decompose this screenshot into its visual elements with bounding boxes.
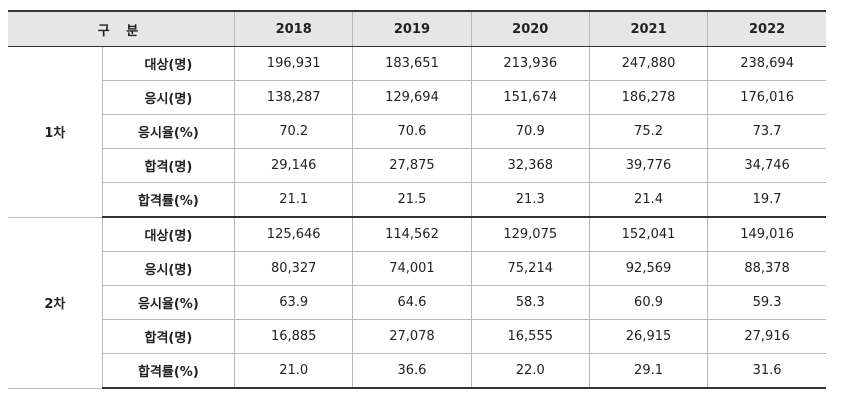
table-cell: 21.1 [234, 182, 354, 218]
table-cell: 176,016 [707, 80, 826, 115]
table-cell: 88,378 [707, 251, 826, 286]
header-year: 2019 [352, 10, 472, 47]
table-cell: 31.6 [707, 353, 826, 389]
row-label: 대상(명) [101, 216, 236, 252]
row-label: 응시율(%) [102, 114, 236, 149]
row-label: 응시(명) [102, 251, 236, 286]
table-cell: 70.9 [470, 114, 590, 149]
header-year: 2018 [234, 10, 354, 47]
row-label: 합격률(%) [102, 182, 236, 218]
table-cell: 29,146 [234, 148, 354, 183]
table-cell: 21.4 [588, 182, 709, 218]
row-label: 합격(명) [102, 319, 236, 354]
table-cell: 26,915 [588, 319, 709, 354]
statistics-table: 구 분 2018 2019 2020 2021 2022 1차 대상(명) 196,… [8, 10, 826, 389]
table-cell: 183,651 [352, 46, 472, 81]
row-label: 대상(명) [101, 46, 236, 81]
table-cell: 186,278 [588, 80, 709, 115]
table-cell: 114,562 [352, 216, 472, 252]
table-cell: 238,694 [707, 46, 826, 81]
row-label: 응시율(%) [102, 285, 236, 320]
header-row: 구 분 2018 2019 2020 2021 2022 [8, 10, 826, 47]
table-cell: 129,694 [352, 80, 472, 115]
table-cell: 32,368 [470, 148, 590, 183]
table-cell: 149,016 [707, 216, 826, 252]
header-category: 구 분 [8, 10, 236, 47]
section-label: 1차 [8, 46, 103, 218]
table-cell: 80,327 [234, 251, 354, 286]
section-round-2: 2차 대상(명) 125,646 114,562 129,075 152,041 149,0… [8, 216, 826, 389]
header-year: 2022 [707, 10, 826, 47]
table-cell: 27,916 [707, 319, 826, 354]
table-cell: 16,555 [470, 319, 590, 354]
table-cell: 129,075 [470, 216, 590, 252]
table-cell: 16,885 [234, 319, 354, 354]
table-cell: 27,875 [352, 148, 472, 183]
table-cell: 73.7 [707, 114, 826, 149]
table-cell: 34,746 [707, 148, 826, 183]
row-label: 응시(명) [102, 80, 236, 115]
table-cell: 27,078 [352, 319, 472, 354]
table-cell: 59.3 [707, 285, 826, 320]
table-header: 구 분 2018 2019 2020 2021 2022 [8, 10, 826, 47]
table-cell: 75.2 [588, 114, 709, 149]
table-cell: 63.9 [234, 285, 354, 320]
table-cell: 22.0 [470, 353, 590, 389]
table-row: 합격률(%) 21.0 36.6 22.0 29.1 31.6 [8, 353, 826, 389]
table-cell: 21.3 [470, 182, 590, 218]
section-round-1: 1차 대상(명) 196,931 183,651 213,936 247,880 238,6… [8, 46, 826, 218]
table-cell: 39,776 [588, 148, 709, 183]
table-row: 2차 대상(명) 125,646 114,562 129,075 152,041 149,0… [8, 216, 826, 389]
table-row: 합격(명) 29,146 27,875 32,368 39,776 34,746 [8, 148, 826, 183]
table-cell: 29.1 [588, 353, 709, 389]
table-cell: 247,880 [588, 46, 709, 81]
table-cell: 70.6 [352, 114, 472, 149]
table-row: 응시율(%) 63.9 64.6 58.3 60.9 59.3 [8, 285, 826, 320]
table-cell: 75,214 [470, 251, 590, 286]
table-cell: 74,001 [352, 251, 472, 286]
table-row: 1차 대상(명) 196,931 183,651 213,936 247,880 238,6… [8, 46, 826, 218]
section-label: 2차 [8, 216, 103, 389]
row-label: 합격률(%) [102, 353, 236, 389]
table-cell: 151,674 [470, 80, 590, 115]
table-row: 응시(명) 138,287 129,694 151,674 186,278 176,016 [8, 80, 826, 115]
header-year: 2021 [588, 10, 709, 47]
table-cell: 36.6 [352, 353, 472, 389]
table-cell: 70.2 [234, 114, 354, 149]
table-row: 응시(명) 80,327 74,001 75,214 92,569 88,378 [8, 251, 826, 286]
table-cell: 196,931 [234, 46, 354, 81]
table-cell: 213,936 [470, 46, 590, 81]
table-cell: 125,646 [234, 216, 354, 252]
table-row: 합격률(%) 21.1 21.5 21.3 21.4 19.7 [8, 182, 826, 218]
table-cell: 58.3 [470, 285, 590, 320]
table-cell: 152,041 [588, 216, 709, 252]
header-year: 2020 [470, 10, 590, 47]
table-cell: 138,287 [234, 80, 354, 115]
table-cell: 60.9 [588, 285, 709, 320]
table-cell: 19.7 [707, 182, 826, 218]
table-row: 응시율(%) 70.2 70.6 70.9 75.2 73.7 [8, 114, 826, 149]
table-cell: 21.5 [352, 182, 472, 218]
table-cell: 21.0 [234, 353, 354, 389]
table-cell: 64.6 [352, 285, 472, 320]
table-row: 합격(명) 16,885 27,078 16,555 26,915 27,916 [8, 319, 826, 354]
row-label: 합격(명) [102, 148, 236, 183]
table-cell: 92,569 [588, 251, 709, 286]
